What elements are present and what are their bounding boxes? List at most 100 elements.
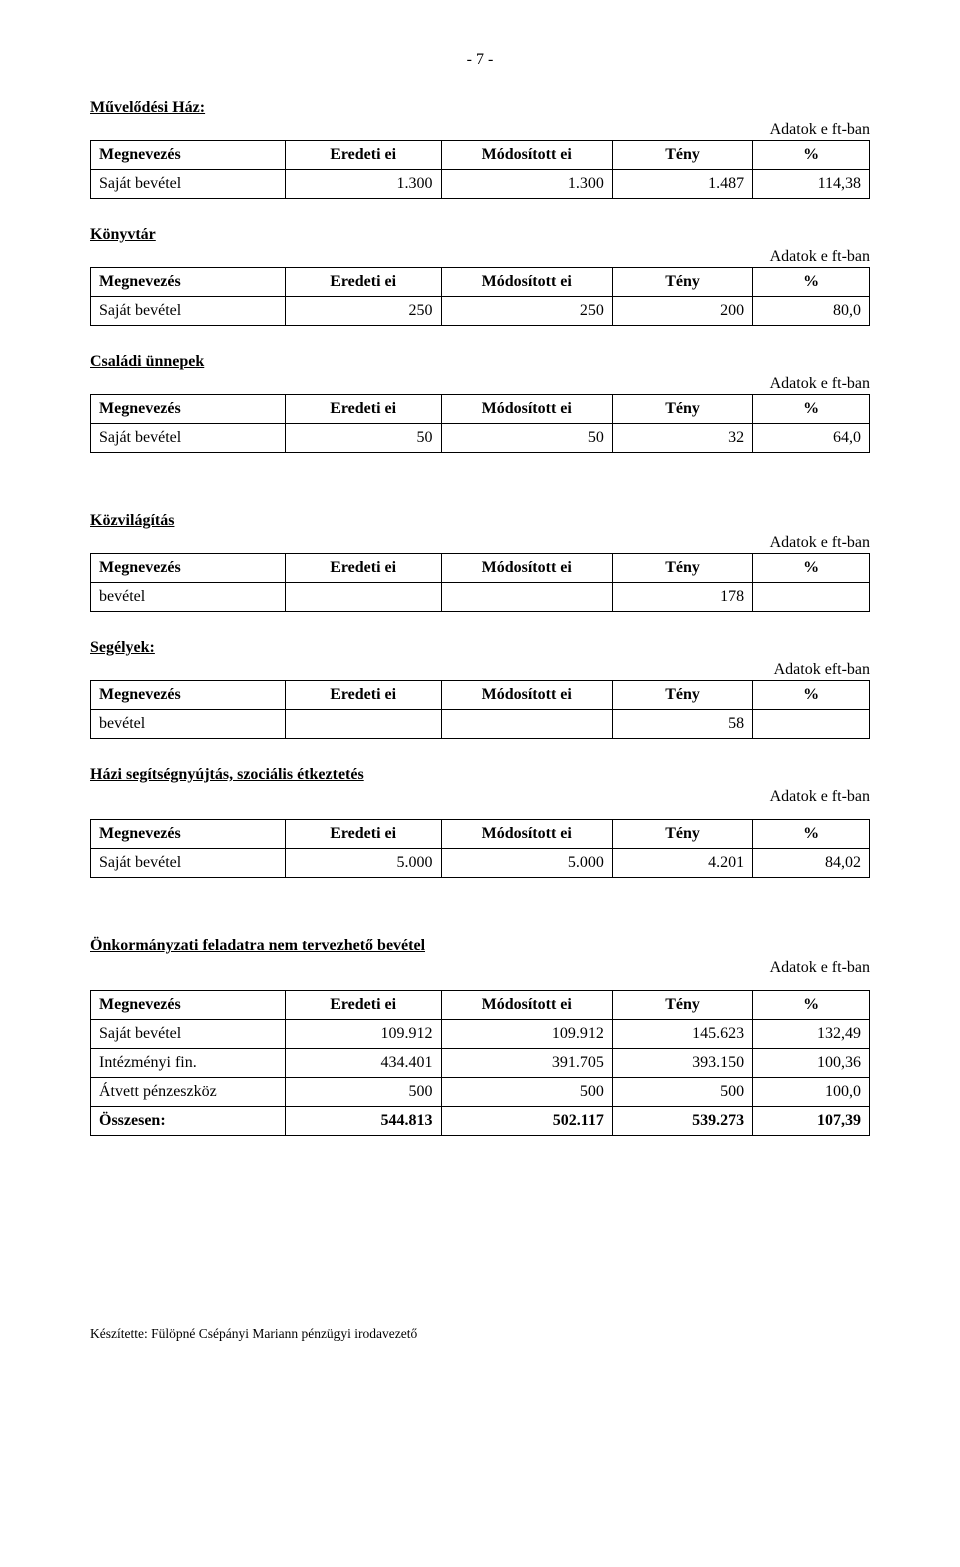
th-name: Megnevezés bbox=[91, 681, 286, 710]
table-row: bevétel 178 bbox=[91, 583, 870, 612]
th-pct: % bbox=[753, 554, 870, 583]
table-header-row: Megnevezés Eredeti ei Módosított ei Tény… bbox=[91, 268, 870, 297]
cell-d: 80,0 bbox=[753, 297, 870, 326]
cell-b: 502.117 bbox=[441, 1107, 612, 1136]
cell-c: 500 bbox=[612, 1078, 752, 1107]
caption-eft-4: Adatok e ft-ban bbox=[90, 533, 870, 553]
th-orig: Eredeti ei bbox=[285, 681, 441, 710]
th-pct: % bbox=[753, 141, 870, 170]
cell-label: Saját bevétel bbox=[91, 170, 286, 199]
th-orig: Eredeti ei bbox=[285, 395, 441, 424]
table-row: bevétel 58 bbox=[91, 710, 870, 739]
table-row: Saját bevétel 5.000 5.000 4.201 84,02 bbox=[91, 849, 870, 878]
th-fact: Tény bbox=[612, 991, 752, 1020]
table-header-row: Megnevezés Eredeti ei Módosított ei Tény… bbox=[91, 554, 870, 583]
cell-c: 145.623 bbox=[612, 1020, 752, 1049]
cell-a: 434.401 bbox=[285, 1049, 441, 1078]
cell-b: 5.000 bbox=[441, 849, 612, 878]
cell-a bbox=[285, 583, 441, 612]
cell-label: bevétel bbox=[91, 583, 286, 612]
table-header-row: Megnevezés Eredeti ei Módosított ei Tény… bbox=[91, 141, 870, 170]
cell-d: 84,02 bbox=[753, 849, 870, 878]
th-mod: Módosított ei bbox=[441, 991, 612, 1020]
section-title-segelyek: Segélyek: bbox=[90, 638, 870, 658]
th-fact: Tény bbox=[612, 141, 752, 170]
cell-label: bevétel bbox=[91, 710, 286, 739]
cell-c: 178 bbox=[612, 583, 752, 612]
cell-label: Saját bevétel bbox=[91, 424, 286, 453]
cell-label: Saját bevétel bbox=[91, 1020, 286, 1049]
cell-a: 5.000 bbox=[285, 849, 441, 878]
table-muvelodesi: Megnevezés Eredeti ei Módosított ei Tény… bbox=[90, 140, 870, 199]
cell-a: 250 bbox=[285, 297, 441, 326]
table-row: Összesen: 544.813 502.117 539.273 107,39 bbox=[91, 1107, 870, 1136]
caption-eft-2: Adatok e ft-ban bbox=[90, 247, 870, 267]
table-header-row: Megnevezés Eredeti ei Módosított ei Tény… bbox=[91, 395, 870, 424]
th-pct: % bbox=[753, 681, 870, 710]
cell-a bbox=[285, 710, 441, 739]
th-orig: Eredeti ei bbox=[285, 820, 441, 849]
th-name: Megnevezés bbox=[91, 991, 286, 1020]
cell-b: 250 bbox=[441, 297, 612, 326]
th-fact: Tény bbox=[612, 268, 752, 297]
section-title-onkormanyzati: Önkormányzati feladatra nem tervezhető b… bbox=[90, 936, 870, 956]
table-row: Intézményi fin. 434.401 391.705 393.150 … bbox=[91, 1049, 870, 1078]
th-name: Megnevezés bbox=[91, 268, 286, 297]
cell-b: 1.300 bbox=[441, 170, 612, 199]
cell-label: Saját bevétel bbox=[91, 297, 286, 326]
cell-a: 544.813 bbox=[285, 1107, 441, 1136]
table-segelyek: Megnevezés Eredeti ei Módosított ei Tény… bbox=[90, 680, 870, 739]
section-title-hazi: Házi segítségnyújtás, szociális étkeztet… bbox=[90, 765, 870, 785]
th-fact: Tény bbox=[612, 395, 752, 424]
table-row: Saját bevétel 1.300 1.300 1.487 114,38 bbox=[91, 170, 870, 199]
cell-c: 200 bbox=[612, 297, 752, 326]
table-header-row: Megnevezés Eredeti ei Módosított ei Tény… bbox=[91, 681, 870, 710]
caption-eft-1: Adatok e ft-ban bbox=[90, 120, 870, 140]
table-csaladi: Megnevezés Eredeti ei Módosított ei Tény… bbox=[90, 394, 870, 453]
th-orig: Eredeti ei bbox=[285, 554, 441, 583]
th-pct: % bbox=[753, 395, 870, 424]
cell-label: Intézményi fin. bbox=[91, 1049, 286, 1078]
cell-d: 107,39 bbox=[753, 1107, 870, 1136]
table-row: Saját bevétel 109.912 109.912 145.623 13… bbox=[91, 1020, 870, 1049]
caption-eft-5: Adatok eft-ban bbox=[90, 660, 870, 680]
th-mod: Módosított ei bbox=[441, 820, 612, 849]
th-mod: Módosított ei bbox=[441, 395, 612, 424]
cell-a: 109.912 bbox=[285, 1020, 441, 1049]
cell-d: 114,38 bbox=[753, 170, 870, 199]
th-name: Megnevezés bbox=[91, 141, 286, 170]
table-header-row: Megnevezés Eredeti ei Módosított ei Tény… bbox=[91, 991, 870, 1020]
cell-d bbox=[753, 583, 870, 612]
page-footer: Készítette: Fülöpné Csépányi Mariann pén… bbox=[90, 1326, 870, 1343]
cell-d: 100,0 bbox=[753, 1078, 870, 1107]
cell-label: Összesen: bbox=[91, 1107, 286, 1136]
section-title-csaladi: Családi ünnepek bbox=[90, 352, 870, 372]
th-name: Megnevezés bbox=[91, 554, 286, 583]
cell-c: 32 bbox=[612, 424, 752, 453]
caption-eft-7: Adatok e ft-ban bbox=[90, 958, 870, 978]
table-hazi: Megnevezés Eredeti ei Módosított ei Tény… bbox=[90, 819, 870, 878]
cell-a: 1.300 bbox=[285, 170, 441, 199]
th-mod: Módosított ei bbox=[441, 681, 612, 710]
cell-c: 58 bbox=[612, 710, 752, 739]
table-row: Saját bevétel 50 50 32 64,0 bbox=[91, 424, 870, 453]
th-mod: Módosított ei bbox=[441, 141, 612, 170]
cell-b: 109.912 bbox=[441, 1020, 612, 1049]
th-name: Megnevezés bbox=[91, 395, 286, 424]
table-kozvilagitas: Megnevezés Eredeti ei Módosított ei Tény… bbox=[90, 553, 870, 612]
cell-c: 393.150 bbox=[612, 1049, 752, 1078]
th-name: Megnevezés bbox=[91, 820, 286, 849]
cell-a: 500 bbox=[285, 1078, 441, 1107]
cell-b bbox=[441, 583, 612, 612]
cell-b: 391.705 bbox=[441, 1049, 612, 1078]
table-konyvtar: Megnevezés Eredeti ei Módosított ei Tény… bbox=[90, 267, 870, 326]
cell-c: 1.487 bbox=[612, 170, 752, 199]
th-pct: % bbox=[753, 268, 870, 297]
th-fact: Tény bbox=[612, 820, 752, 849]
caption-eft-3: Adatok e ft-ban bbox=[90, 374, 870, 394]
cell-label: Átvett pénzeszköz bbox=[91, 1078, 286, 1107]
table-row: Átvett pénzeszköz 500 500 500 100,0 bbox=[91, 1078, 870, 1107]
section-title-kozvilagitas: Közvilágítás bbox=[90, 511, 870, 531]
cell-b: 50 bbox=[441, 424, 612, 453]
cell-d bbox=[753, 710, 870, 739]
